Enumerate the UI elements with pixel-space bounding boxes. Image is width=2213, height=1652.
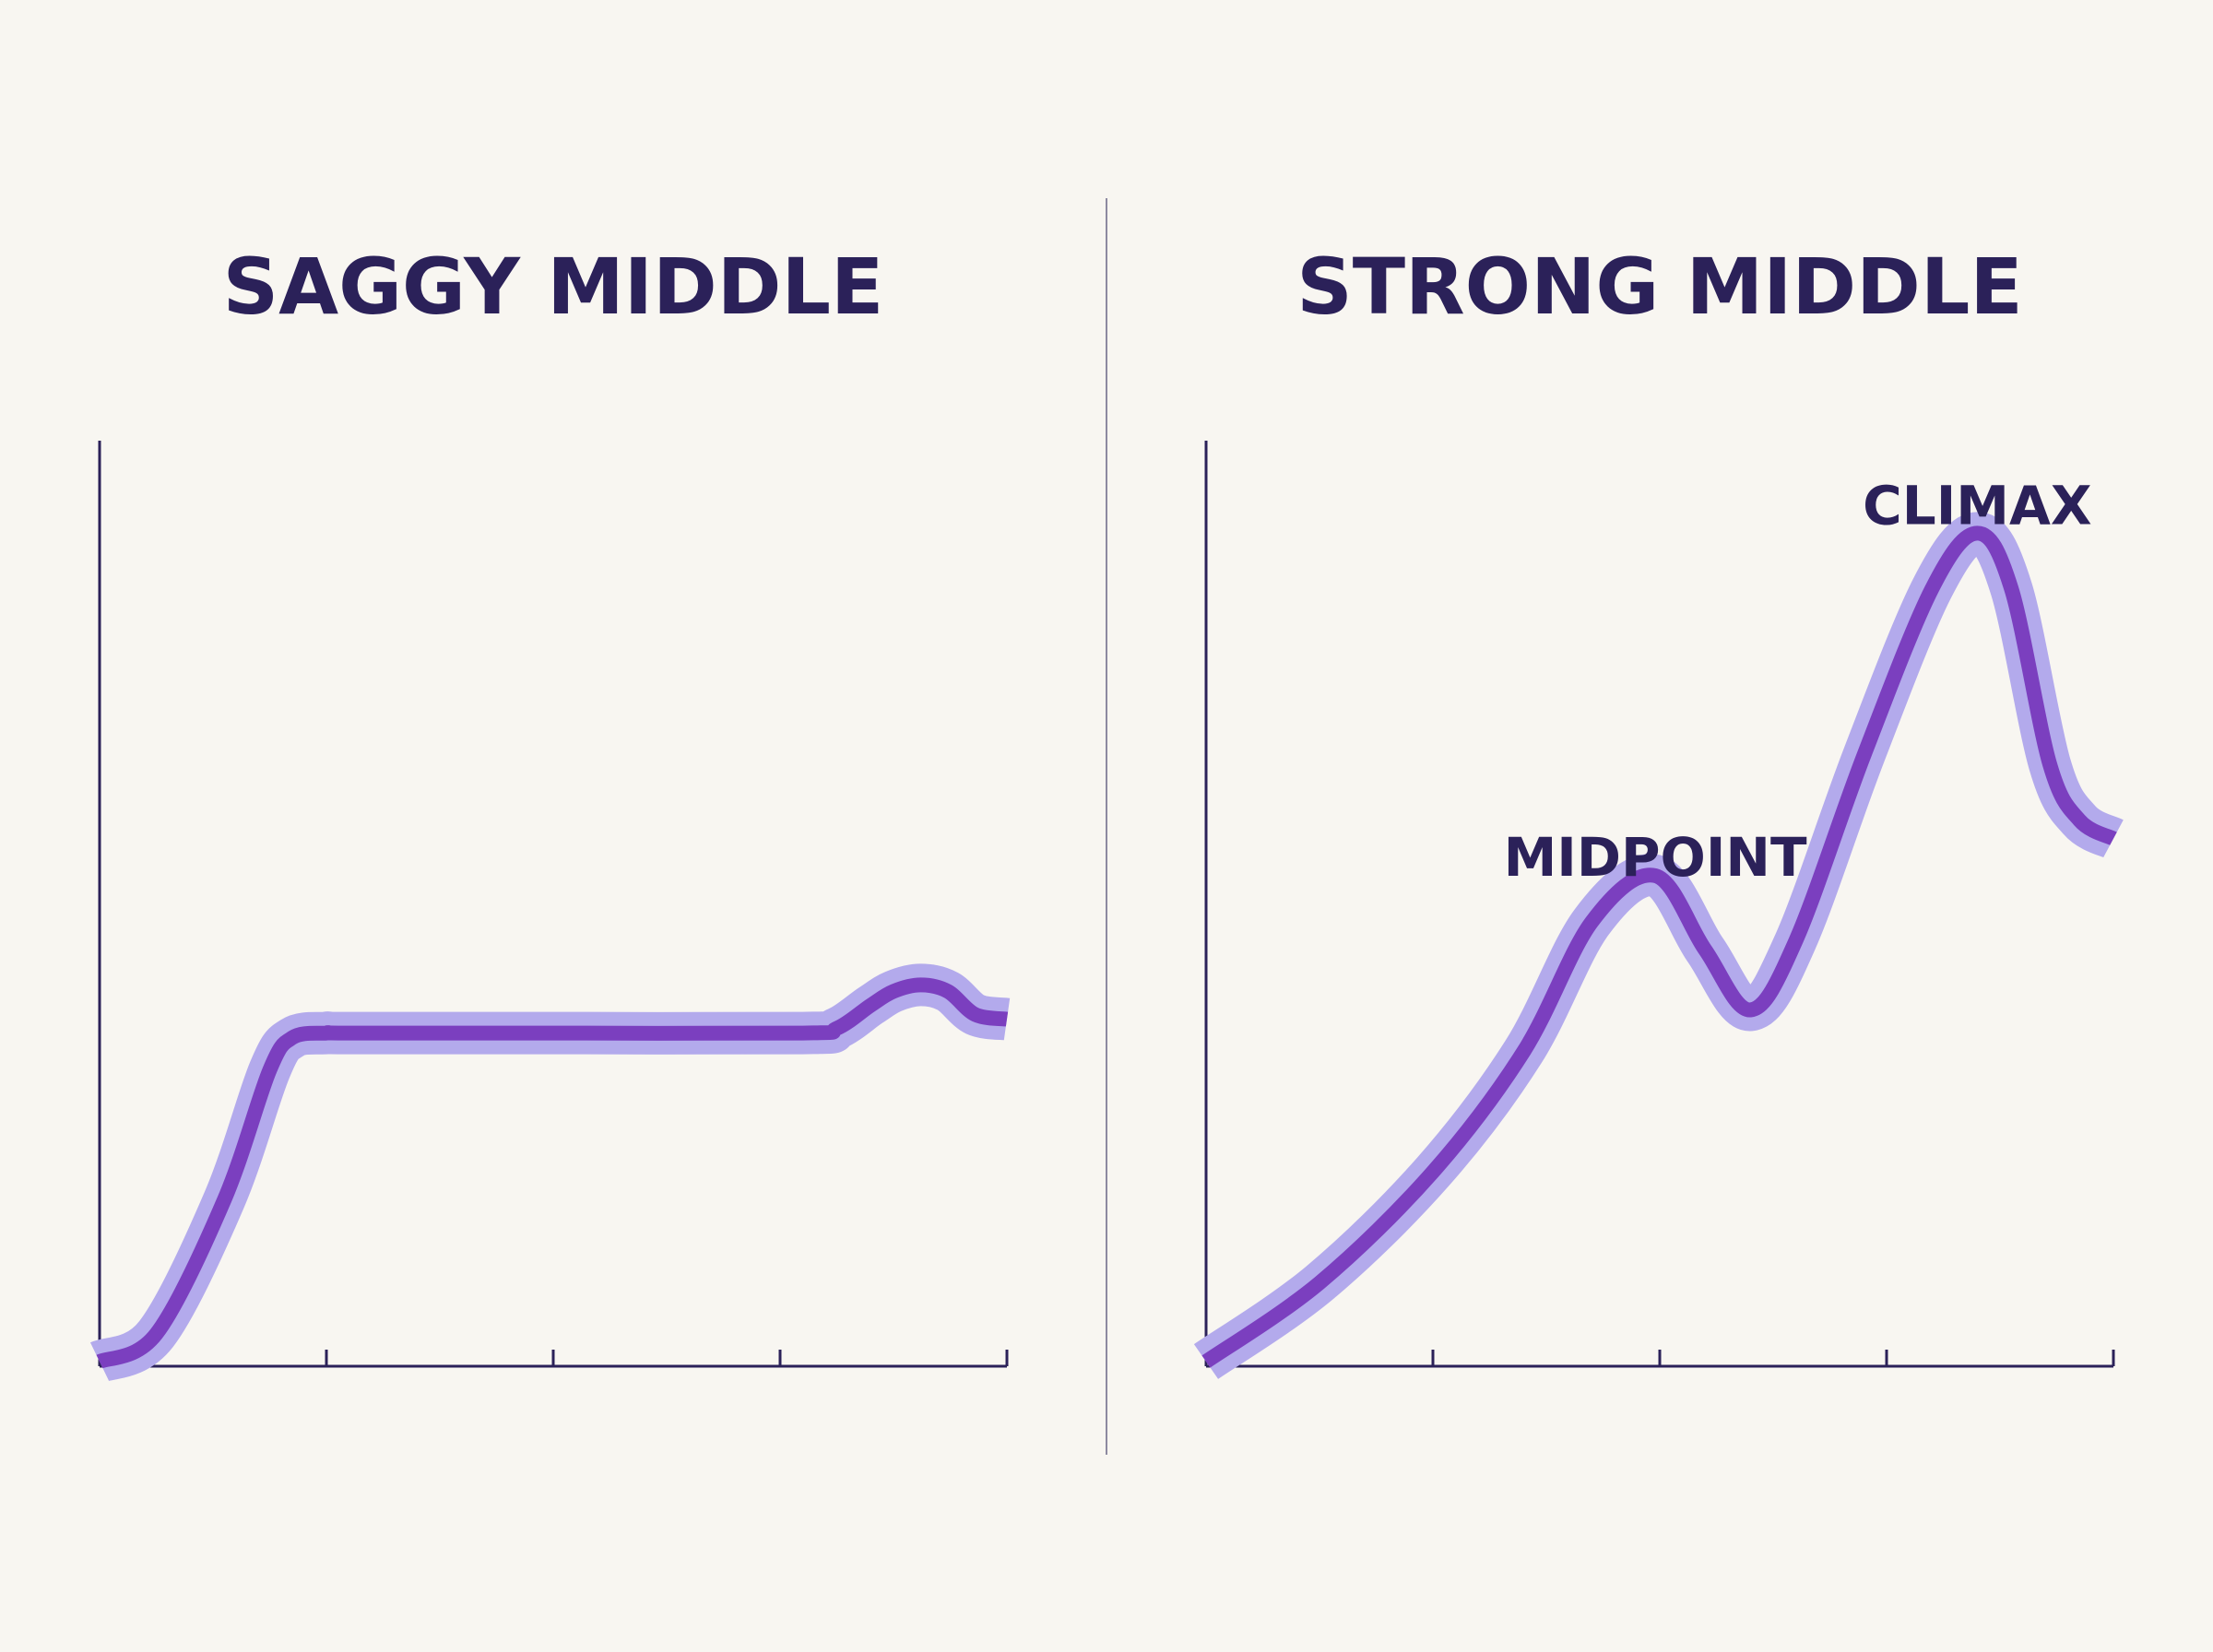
chart-title-saggy-middle: SAGGY MIDDLE xyxy=(223,242,884,332)
chart-panel-saggy-middle: SAGGY MIDDLE xyxy=(89,242,1011,1382)
annotation-midpoint: MIDPOINT xyxy=(1504,826,1807,889)
series-line xyxy=(96,977,1009,1369)
chart-title-strong-middle: STRONG MIDDLE xyxy=(1296,242,2023,332)
annotation-climax: CLIMAX xyxy=(1863,474,2091,537)
series-line xyxy=(1201,525,2117,1368)
chart-panel-strong-middle: STRONG MIDDLE MIDPOINT CLIMAX xyxy=(1193,242,2124,1380)
series-line-halo xyxy=(1193,512,2124,1380)
